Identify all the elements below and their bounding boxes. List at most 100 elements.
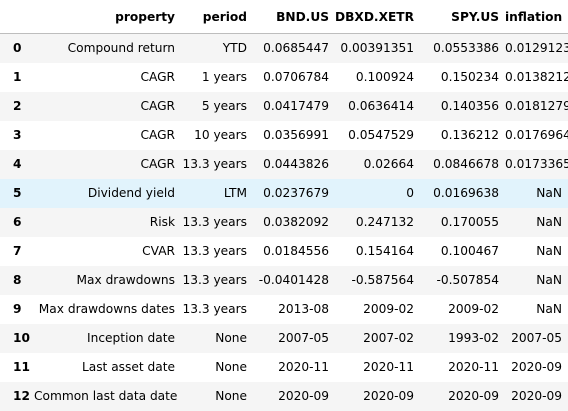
header-dbxd-xetr: DBXD.XETR — [335, 0, 420, 34]
cell-bnd-us: 2020-09 — [278, 389, 329, 403]
cell-period: 13.3 years — [182, 273, 247, 287]
row-index: 7 — [13, 244, 22, 258]
cell-inflation: NaN — [536, 273, 562, 287]
row-index: 9 — [13, 302, 22, 316]
cell-spy-us: 0.0169638 — [433, 186, 499, 200]
cell-dbxd-xetr: 0.0547529 — [348, 128, 414, 142]
cell-period: 13.3 years — [182, 244, 247, 258]
cell-property: CAGR — [140, 70, 175, 84]
table-row: 0 Compound return YTD 0.0685447 0.00391351 0.… — [0, 33, 568, 63]
header-bnd-us: BND.US — [253, 0, 335, 34]
header-row: property period BND.US DBXD.XETR SPY.US … — [0, 0, 568, 34]
cell-bnd-us: 2020-11 — [278, 360, 329, 374]
cell-dbxd-xetr: 0 — [406, 186, 414, 200]
cell-dbxd-xetr: -0.587564 — [351, 273, 414, 287]
cell-inflation: NaN — [536, 302, 562, 316]
table-row: 10 Inception date None 2007-05 2007-02 1993-0… — [0, 323, 568, 353]
table-row: 12 Common last data date None 2020-09 2020-0… — [0, 381, 568, 411]
cell-period: 13.3 years — [182, 215, 247, 229]
cell-bnd-us: 0.0184556 — [263, 244, 329, 258]
cell-period: None — [215, 331, 247, 345]
cell-inflation: NaN — [536, 186, 562, 200]
cell-spy-us: 2020-11 — [448, 360, 499, 374]
cell-period: LTM — [223, 186, 247, 200]
cell-property: CAGR — [140, 128, 175, 142]
cell-dbxd-xetr: 2007-02 — [363, 331, 414, 345]
cell-spy-us: 2009-02 — [448, 302, 499, 316]
cell-bnd-us: 2013-08 — [278, 302, 329, 316]
cell-spy-us: -0.507854 — [436, 273, 499, 287]
table-row: 5 Dividend yield LTM 0.0237679 0 0.0169638 NaN — [0, 178, 568, 208]
cell-inflation: 2020-09 — [511, 360, 562, 374]
header-spy-us: SPY.US — [420, 0, 505, 34]
cell-bnd-us: 0.0382092 — [263, 215, 329, 229]
cell-bnd-us: 0.0237679 — [263, 186, 329, 200]
cell-period: 10 years — [194, 128, 247, 142]
table-row: 9 Max drawdowns dates 13.3 years 2013-08 200… — [0, 295, 568, 324]
cell-period: None — [215, 360, 247, 374]
table-row: 2 CAGR 5 years 0.0417479 0.0636414 0.140356 0.… — [0, 91, 568, 121]
row-index: 6 — [13, 215, 22, 229]
table-row: 4 CAGR 13.3 years 0.0443826 0.02664 0.0846678… — [0, 149, 568, 179]
cell-spy-us: 0.0553386 — [433, 41, 499, 56]
header-inflation: inflation — [505, 0, 568, 34]
cell-period: 5 years — [201, 99, 247, 113]
table-row: 6 Risk 13.3 years 0.0382092 0.247132 0.170055… — [0, 207, 568, 237]
row-index: 12 — [13, 389, 30, 403]
cell-bnd-us: 0.0356991 — [263, 128, 329, 142]
cell-bnd-us: 0.0443826 — [263, 157, 329, 171]
cell-inflation: 0.0181279 — [505, 99, 568, 113]
cell-spy-us: 1993-02 — [448, 331, 499, 345]
cell-inflation: NaN — [536, 215, 562, 229]
cell-bnd-us: 0.0706784 — [263, 70, 329, 84]
cell-spy-us: 0.140356 — [440, 99, 499, 113]
cell-property: Max drawdowns dates — [38, 302, 175, 316]
cell-inflation: 0.0129123 — [505, 41, 568, 56]
cell-dbxd-xetr: 2020-09 — [363, 389, 414, 403]
cell-property: CAGR — [140, 157, 175, 171]
cell-period: 13.3 years — [182, 157, 247, 171]
row-index: 0 — [13, 41, 22, 56]
table-body: 0 Compound return YTD 0.0685447 0.00391351 0.… — [0, 33, 568, 411]
table-row: 7 CVAR 13.3 years 0.0184556 0.154164 0.100467… — [0, 237, 568, 266]
cell-inflation: 2020-09 — [511, 389, 562, 403]
row-index: 2 — [13, 99, 22, 113]
cell-inflation: 0.0138212 — [505, 70, 568, 84]
cell-property: CVAR — [142, 244, 175, 258]
cell-spy-us: 0.150234 — [440, 70, 499, 84]
cell-property: Compound return — [67, 41, 175, 56]
cell-dbxd-xetr: 0.02664 — [363, 157, 414, 171]
cell-spy-us: 0.0846678 — [433, 157, 499, 171]
cell-dbxd-xetr: 0.0636414 — [348, 99, 414, 113]
cell-spy-us: 2020-09 — [448, 389, 499, 403]
cell-inflation: 0.0173365 — [505, 157, 568, 171]
cell-inflation: NaN — [536, 244, 562, 258]
cell-dbxd-xetr: 0.154164 — [355, 244, 414, 258]
cell-spy-us: 0.170055 — [440, 215, 499, 229]
table-header: property period BND.US DBXD.XETR SPY.US … — [0, 0, 568, 34]
row-index: 5 — [13, 186, 22, 200]
cell-bnd-us: -0.0401428 — [258, 273, 329, 287]
cell-property: Last asset date — [81, 360, 175, 374]
header-property: property — [34, 0, 181, 34]
cell-dbxd-xetr: 2020-11 — [363, 360, 414, 374]
row-index: 3 — [13, 128, 22, 142]
table-row: 1 CAGR 1 years 0.0706784 0.100924 0.150234 0.0… — [0, 63, 568, 92]
cell-dbxd-xetr: 0.100924 — [355, 70, 414, 84]
cell-period: 13.3 years — [182, 302, 247, 316]
cell-inflation: 0.0176964 — [505, 128, 568, 142]
cell-dbxd-xetr: 2009-02 — [363, 302, 414, 316]
header-period: period — [181, 0, 253, 34]
cell-inflation: 2007-05 — [511, 331, 562, 345]
table-row: 11 Last asset date None 2020-11 2020-11 2020-… — [0, 353, 568, 382]
cell-period: 1 years — [201, 70, 247, 84]
cell-period: None — [215, 389, 247, 403]
cell-bnd-us: 0.0417479 — [263, 99, 329, 113]
cell-property: Common last data date — [34, 389, 178, 403]
header-index — [0, 0, 34, 34]
cell-period: YTD — [222, 41, 247, 56]
row-index: 8 — [13, 273, 22, 287]
cell-property: Inception date — [87, 331, 175, 345]
cell-spy-us: 0.136212 — [440, 128, 499, 142]
